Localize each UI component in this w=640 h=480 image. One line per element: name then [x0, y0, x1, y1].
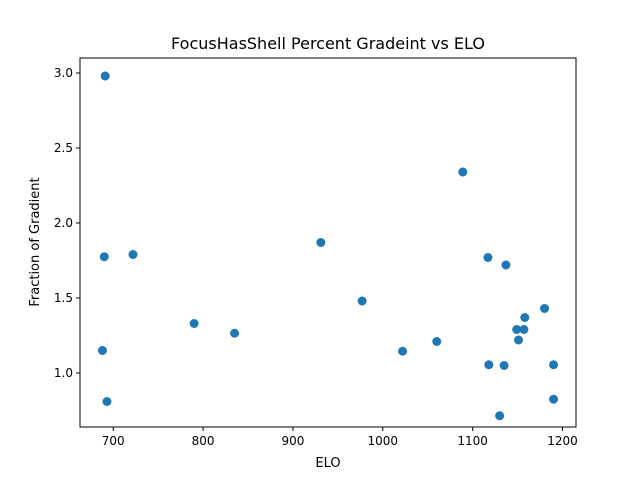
data-point: [519, 325, 529, 334]
data-point: [540, 304, 550, 313]
y-tick-label: 2.0: [54, 216, 73, 230]
data-point: [398, 346, 408, 356]
data-point: [483, 253, 493, 262]
data-point: [484, 360, 494, 370]
y-tick-label: 1.5: [54, 291, 73, 305]
data-point: [549, 394, 559, 404]
chart-title: FocusHasShell Percent Gradeint vs ELO: [171, 34, 485, 53]
x-tick-label: 1100: [457, 434, 488, 448]
data-point: [501, 260, 511, 270]
data-point: [102, 397, 112, 406]
x-axis-label: ELO: [315, 456, 340, 471]
y-tick-label: 2.5: [54, 141, 73, 155]
data-point: [100, 71, 110, 81]
data-point: [357, 296, 367, 306]
data-point: [549, 360, 559, 370]
data-point: [230, 328, 240, 338]
y-axis: 1.0 1.5 2.0 2.5 3.0: [54, 66, 80, 380]
data-point: [513, 335, 523, 345]
x-tick-label: 900: [282, 434, 305, 448]
y-tick-label: 3.0: [54, 66, 73, 80]
data-point: [458, 167, 468, 177]
data-point: [316, 238, 326, 247]
y-tick-label: 1.0: [54, 366, 73, 380]
data-point: [512, 325, 522, 334]
data-point: [495, 411, 505, 421]
x-tick-label: 1000: [368, 434, 399, 448]
data-point: [432, 337, 442, 346]
data-point: [97, 346, 107, 355]
plot-area: [97, 71, 559, 421]
x-tick-label: 700: [102, 434, 125, 448]
x-tick-label: 800: [192, 434, 215, 448]
x-axis: 700 800 900 1000 1100 1200: [102, 427, 578, 448]
data-point: [520, 313, 530, 322]
plot-frame: [79, 57, 577, 428]
data-point: [499, 361, 509, 370]
data-point: [128, 250, 138, 259]
y-axis-label: Fraction of Gradient: [28, 177, 43, 306]
x-tick-label: 1200: [547, 434, 578, 448]
data-point: [189, 319, 199, 328]
data-point: [99, 252, 109, 262]
